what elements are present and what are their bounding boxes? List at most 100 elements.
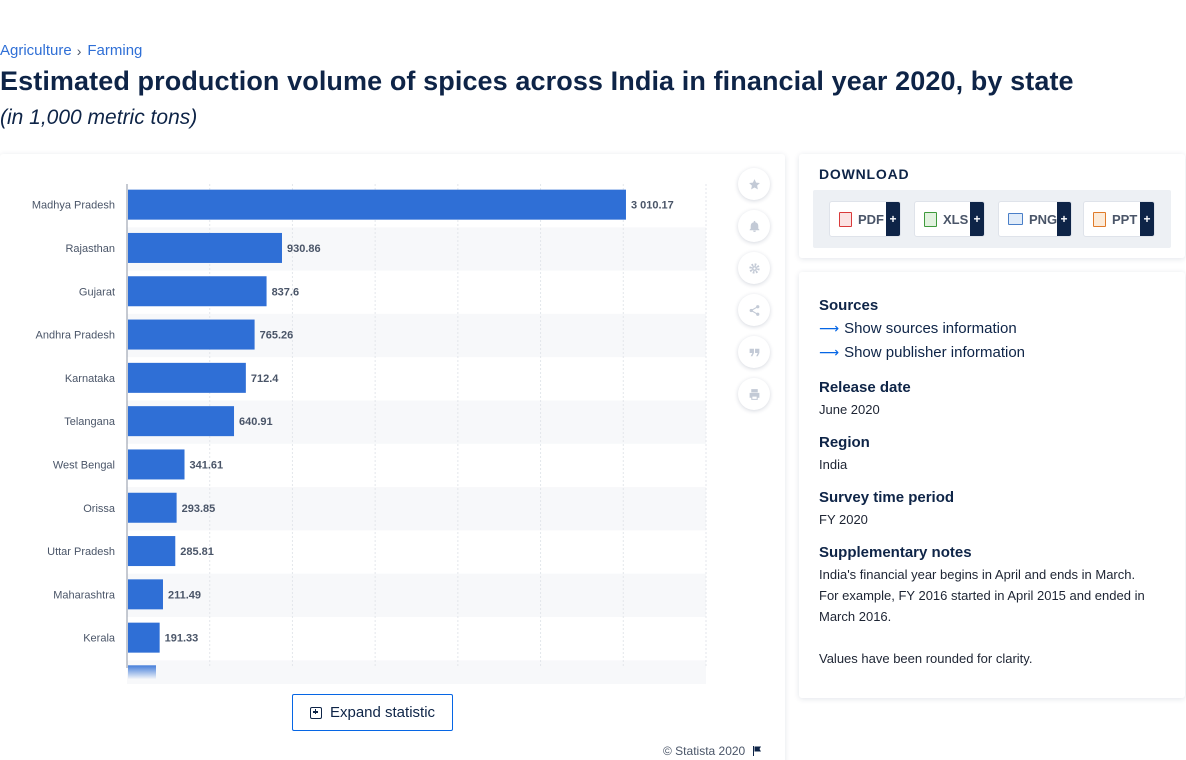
supplementary-notes: India's financial year begins in April a… xyxy=(819,564,1149,669)
row-band xyxy=(127,487,706,531)
pdf-file-icon xyxy=(839,211,852,227)
download-pdf-label: PDF xyxy=(858,211,884,227)
expand-statistic-label: Expand statistic xyxy=(329,704,436,721)
category-label: Gujarat xyxy=(79,286,115,298)
download-pdf-button[interactable]: PDF + xyxy=(829,201,901,237)
share-button[interactable] xyxy=(738,294,770,326)
download-pdf-plus[interactable]: + xyxy=(886,202,900,236)
supplementary-notes-heading: Supplementary notes xyxy=(819,544,972,561)
category-label: Rajasthan xyxy=(65,243,115,255)
quote-icon xyxy=(749,348,759,356)
bar-gujarat[interactable] xyxy=(128,276,267,307)
breadcrumb: Agriculture › Farming xyxy=(0,42,142,59)
category-label: Uttar Pradesh xyxy=(47,546,115,558)
star-icon xyxy=(748,178,760,189)
value-label: 341.61 xyxy=(190,459,224,471)
bar-kerala[interactable] xyxy=(128,622,160,653)
page-subtitle: (in 1,000 metric tons) xyxy=(0,106,198,129)
show-sources-link[interactable]: ⟶ Show sources information xyxy=(819,320,1017,337)
category-label: Andhra Pradesh xyxy=(36,330,116,342)
category-label: Maharashtra xyxy=(53,589,116,601)
row-band xyxy=(127,660,706,684)
show-publisher-link[interactable]: ⟶ Show publisher information xyxy=(819,344,1025,361)
sources-heading: Sources xyxy=(819,297,879,314)
favorite-button[interactable] xyxy=(738,168,770,200)
download-png-button[interactable]: PNG + xyxy=(998,201,1072,237)
category-label: Karnataka xyxy=(65,373,116,385)
value-label: 285.81 xyxy=(180,546,214,558)
category-label: Madhya Pradesh xyxy=(32,200,115,212)
release-date-value: June 2020 xyxy=(819,402,880,417)
survey-period-value: FY 2020 xyxy=(819,512,868,527)
chart-toolbar xyxy=(738,168,772,420)
category-label: Kerala xyxy=(83,633,116,645)
bar-madhya-pradesh[interactable] xyxy=(128,189,626,220)
print-button[interactable] xyxy=(738,378,770,410)
gear-icon xyxy=(748,262,760,274)
expand-statistic-button[interactable]: Expand statistic xyxy=(292,694,453,731)
region-heading: Region xyxy=(819,434,870,451)
value-label: 837.6 xyxy=(272,286,300,298)
download-xls-button[interactable]: XLS + xyxy=(914,201,985,237)
supplementary-notes-text: India's financial year begins in April a… xyxy=(819,567,1145,624)
value-label: 930.86 xyxy=(287,243,321,255)
category-label: Telangana xyxy=(64,416,116,428)
copyright: © Statista 2020 xyxy=(663,744,763,758)
download-ppt-label: PPT xyxy=(1112,211,1138,227)
print-icon xyxy=(749,388,759,400)
bar-uttar-pradesh[interactable] xyxy=(128,536,176,567)
value-label: 191.33 xyxy=(165,633,199,645)
download-xls-plus[interactable]: + xyxy=(970,202,984,236)
png-file-icon xyxy=(1008,213,1023,225)
breadcrumb-farming-link[interactable]: Farming xyxy=(87,42,143,59)
arrow-right-icon: ⟶ xyxy=(819,320,840,336)
bar-orissa[interactable] xyxy=(128,492,177,523)
download-ppt-button[interactable]: PPT + xyxy=(1083,201,1155,237)
rounding-note: Values have been rounded for clarity. xyxy=(819,651,1033,666)
bar-truncated-next xyxy=(128,665,156,680)
value-label: 293.85 xyxy=(182,503,216,515)
download-xls-label: XLS xyxy=(943,211,969,227)
value-label: 3 010.17 xyxy=(631,200,674,212)
bar-maharashtra[interactable] xyxy=(128,579,163,610)
survey-period-heading: Survey time period xyxy=(819,489,955,506)
category-label: West Bengal xyxy=(53,459,115,471)
xls-file-icon xyxy=(924,211,937,227)
value-label: 712.4 xyxy=(251,373,279,385)
bar-west-bengal[interactable] xyxy=(128,449,185,480)
page-title: Estimated production volume of spices ac… xyxy=(0,66,1074,96)
row-band xyxy=(127,573,706,617)
bell-icon xyxy=(749,220,759,232)
flag-icon[interactable] xyxy=(751,745,763,757)
download-buttons-row: PDF + XLS + PNG + PPT + xyxy=(813,190,1171,248)
value-label: 211.49 xyxy=(168,589,201,601)
download-ppt-plus[interactable]: + xyxy=(1140,202,1154,236)
bar-chart: Madhya Pradesh 3 010.17 Rajasthan 930.86 Guj… xyxy=(32,184,707,684)
cite-button[interactable] xyxy=(738,336,770,368)
chart-panel: Madhya Pradesh 3 010.17 Rajasthan 930.86 Guj… xyxy=(0,154,785,760)
show-sources-label: Show sources information xyxy=(844,320,1017,337)
download-png-plus[interactable]: + xyxy=(1057,202,1071,236)
expand-icon xyxy=(309,706,322,719)
statistic-info-panel: Sources ⟶ Show sources information ⟶ Sho… xyxy=(799,272,1185,698)
breadcrumb-separator: › xyxy=(76,42,82,59)
value-label: 765.26 xyxy=(260,330,294,342)
download-png-label: PNG xyxy=(1029,211,1058,227)
download-panel: DOWNLOAD PDF + XLS + PNG + PPT + xyxy=(799,154,1185,258)
breadcrumb-agriculture-link[interactable]: Agriculture xyxy=(0,42,72,59)
notification-button[interactable] xyxy=(738,210,770,242)
region-value: India xyxy=(819,457,848,472)
bar-andhra-pradesh[interactable] xyxy=(128,319,255,350)
bar-telangana[interactable] xyxy=(128,406,235,437)
settings-button[interactable] xyxy=(738,252,770,284)
release-date-heading: Release date xyxy=(819,379,911,396)
show-publisher-label: Show publisher information xyxy=(844,344,1026,361)
category-label: Orissa xyxy=(83,503,116,515)
bar-karnataka[interactable] xyxy=(128,362,246,393)
bar-rajasthan[interactable] xyxy=(128,232,282,263)
share-icon xyxy=(749,304,759,316)
ppt-file-icon xyxy=(1093,211,1106,227)
value-label: 640.91 xyxy=(239,416,273,428)
download-title: DOWNLOAD xyxy=(819,166,910,182)
copyright-text: © Statista 2020 xyxy=(663,744,746,758)
